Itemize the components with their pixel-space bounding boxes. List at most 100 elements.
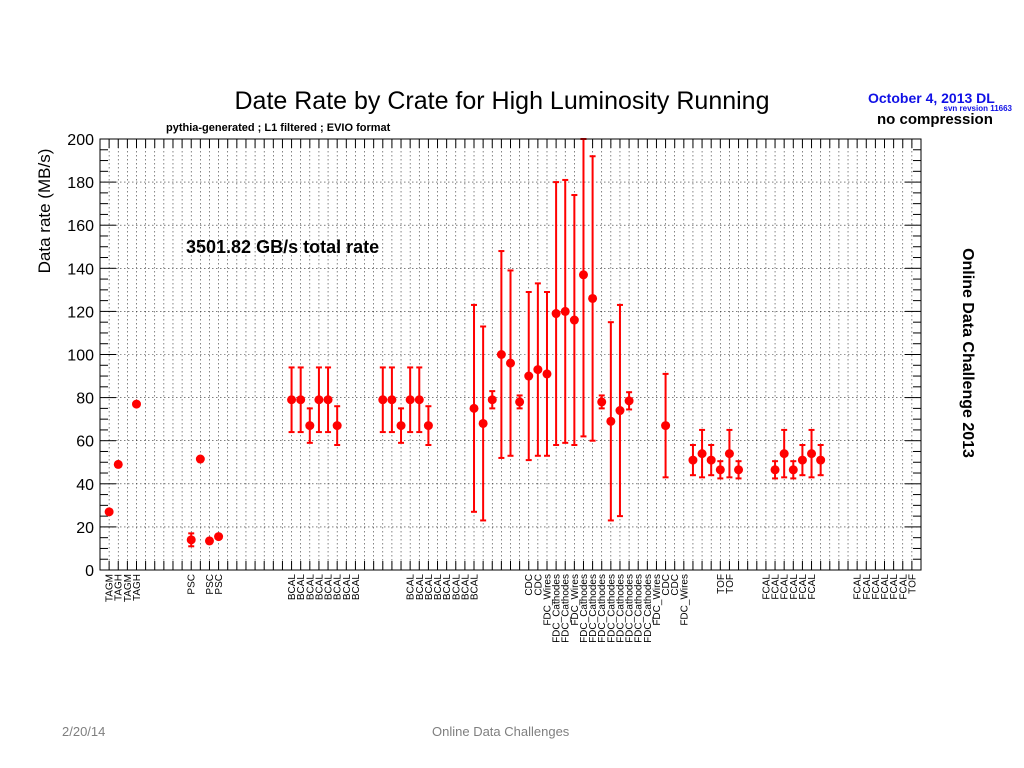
data-point — [396, 421, 406, 431]
x-tick-label: FCAL — [853, 574, 864, 600]
data-point — [469, 403, 479, 413]
x-tick-label: BCAL — [433, 574, 444, 601]
y-tick-label: 180 — [67, 175, 94, 192]
chart: Date Rate by Crate for High Luminosity R… — [35, 87, 1013, 643]
x-tick-label: FDC_Wires — [570, 574, 581, 626]
x-tick-label: BCAL — [424, 574, 435, 601]
x-tick-label: FDC_Cathodes — [606, 574, 617, 643]
y-axis-label: Data rate (MB/s) — [35, 149, 54, 274]
data-point — [405, 395, 415, 405]
x-tick-label: FDC_Cathodes — [625, 574, 636, 643]
x-tick-label: BCAL — [351, 574, 362, 601]
y-tick-label: 140 — [67, 261, 94, 278]
data-point — [378, 395, 388, 405]
x-tick-label: CDC — [661, 574, 672, 596]
x-tick-label: TOF — [716, 574, 727, 594]
data-point — [104, 507, 114, 517]
x-tick-label: TAGH — [114, 574, 125, 601]
x-tick-label: FDC_Cathodes — [579, 574, 590, 643]
x-tick-label: FDC_Cathodes — [588, 574, 599, 643]
x-tick-label: BCAL — [296, 574, 307, 601]
x-tick-label: BCAL — [406, 574, 417, 601]
x-tick-label: FDC_Cathodes — [615, 574, 626, 643]
x-tick-label: BCAL — [451, 574, 462, 601]
x-tick-label: BCAL — [287, 574, 298, 601]
x-tick-label: FDC_Cathodes — [643, 574, 654, 643]
data-point — [214, 532, 224, 542]
x-tick-label: TOF — [907, 574, 918, 594]
date-stamp: October 4, 2013 DL — [868, 90, 995, 106]
y-tick-label: 80 — [76, 391, 94, 408]
data-point — [296, 395, 306, 405]
data-point — [533, 365, 543, 375]
data-point — [506, 358, 515, 368]
data-point — [697, 449, 707, 459]
side-label: Online Data Challenge 2013 — [959, 248, 976, 458]
y-tick-label: 200 — [67, 132, 94, 149]
y-tick-label: 60 — [76, 434, 94, 451]
x-tick-label: BCAL — [442, 574, 453, 601]
x-tick-label: FDC_Wires — [679, 574, 690, 626]
data-point — [195, 454, 205, 464]
data-point — [305, 421, 315, 431]
data-point — [423, 421, 433, 431]
x-tick-label: FDC_Wires — [652, 574, 663, 626]
x-tick-label: BCAL — [470, 574, 481, 601]
data-point — [524, 371, 534, 381]
x-tick-label: BCAL — [342, 574, 353, 601]
x-tick-label: CDC — [524, 574, 535, 596]
y-tick-label: 160 — [67, 218, 94, 235]
data-point — [113, 459, 123, 469]
data-point — [496, 350, 506, 359]
data-point — [332, 421, 342, 431]
x-tick-label: TAGM — [105, 574, 116, 602]
x-tick-label: BCAL — [460, 574, 471, 601]
y-tick-label: 120 — [67, 304, 94, 321]
y-tick-label: 20 — [76, 520, 94, 537]
data-point — [487, 395, 497, 405]
x-tick-label: FDC_Cathodes — [561, 574, 572, 643]
x-tick-label: BCAL — [415, 574, 426, 601]
x-tick-label: FDC_Wires — [542, 574, 553, 626]
footer-title: Online Data Challenges — [432, 724, 570, 739]
x-tick-label: FCAL — [780, 574, 791, 600]
data-point — [515, 397, 525, 407]
x-tick-label: CDC — [533, 574, 544, 596]
x-tick-label: TAGH — [132, 574, 143, 601]
x-tick-label: PSC — [187, 574, 198, 595]
data-point — [770, 465, 780, 475]
svn-note: svn revsion 11663 — [944, 104, 1013, 113]
data-point — [597, 397, 607, 407]
data-point — [807, 449, 817, 459]
x-tick-label: BCAL — [324, 574, 335, 601]
x-tick-label: TOF — [725, 574, 736, 594]
data-point — [560, 306, 570, 316]
x-tick-label: FDC_Cathodes — [634, 574, 645, 643]
data-point — [569, 315, 579, 325]
x-tick-label: BCAL — [305, 574, 316, 601]
data-point — [551, 309, 561, 319]
data-point — [734, 465, 744, 475]
data-point — [542, 369, 552, 379]
data-point — [323, 395, 333, 405]
x-tick-label: FCAL — [889, 574, 900, 600]
data-point — [779, 449, 789, 459]
x-tick-label: PSC — [205, 574, 216, 595]
data-point — [724, 449, 734, 459]
data-point — [688, 455, 698, 465]
x-tick-label: FCAL — [871, 574, 882, 600]
axis-ticks — [100, 138, 921, 571]
data-point — [816, 455, 826, 465]
data-point — [715, 465, 725, 475]
data-point — [414, 395, 424, 405]
x-tick-label: FCAL — [761, 574, 772, 600]
x-tick-label: FCAL — [862, 574, 873, 600]
chart-title: Date Rate by Crate for High Luminosity R… — [235, 87, 770, 115]
data-point — [624, 396, 634, 406]
x-tick-label: FCAL — [789, 574, 800, 600]
footer-date: 2/20/14 — [62, 724, 106, 739]
data-point — [131, 399, 141, 409]
data-point — [706, 455, 716, 465]
data-point — [287, 395, 297, 405]
